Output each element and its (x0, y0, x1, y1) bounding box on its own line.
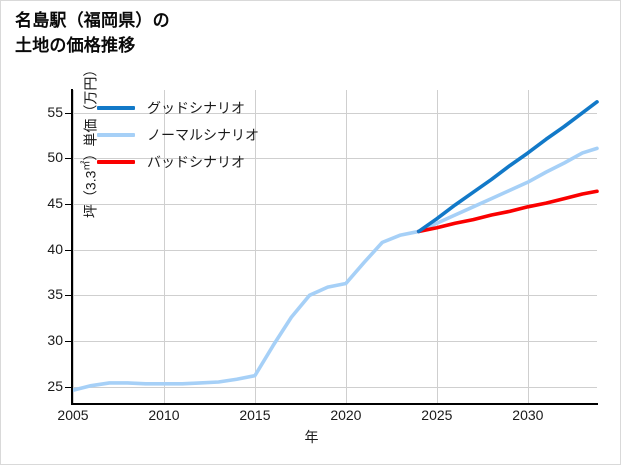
gridline-horizontal (73, 158, 597, 160)
y-tick-mark (65, 386, 71, 388)
legend-label: ノーマルシナリオ (147, 126, 259, 143)
gridline-horizontal (73, 112, 597, 114)
gridline-horizontal (73, 386, 597, 388)
y-tick-label: 25 (47, 377, 63, 394)
series-line (71, 146, 599, 393)
gridline-vertical (73, 90, 74, 403)
y-tick-mark (65, 158, 71, 160)
x-tick-label: 2020 (330, 407, 362, 423)
gridline-vertical (345, 90, 347, 403)
page-title: 名島駅（福岡県）の 土地の価格推移 (15, 11, 170, 55)
y-tick-mark (65, 112, 71, 114)
legend-item: グッドシナリオ (97, 94, 317, 121)
legend-item: ノーマルシナリオ (97, 121, 317, 148)
gridline-horizontal (73, 249, 597, 251)
legend-label: バッドシナリオ (147, 153, 245, 170)
gridline-vertical (527, 90, 529, 403)
x-axis-label: 年 (304, 429, 319, 445)
chart-legend: グッドシナリオ ノーマルシナリオ バッドシナリオ (97, 94, 317, 175)
gridline-horizontal (73, 204, 597, 206)
gridline-vertical (163, 90, 165, 403)
series-line (416, 100, 599, 234)
y-tick-mark (65, 204, 71, 206)
y-tick-label: 45 (47, 195, 63, 212)
y-tick-label: 55 (47, 103, 63, 120)
gridline-horizontal (73, 340, 597, 342)
legend-color-swatch (97, 132, 135, 137)
x-tick-label: 2010 (148, 407, 180, 423)
gridline-vertical (436, 90, 438, 403)
y-tick-label: 40 (47, 240, 63, 257)
legend-label: グッドシナリオ (147, 99, 245, 116)
y-tick-label: 35 (47, 286, 63, 303)
x-axis-spine (71, 403, 598, 405)
series-line (416, 189, 599, 234)
x-tick-label: 2030 (512, 407, 544, 423)
x-tick-label: 2025 (421, 407, 453, 423)
plot-area (71, 90, 599, 403)
y-tick-label: 30 (47, 331, 63, 348)
y-tick-mark (65, 340, 71, 342)
y-tick-mark (65, 295, 71, 297)
series-lines (71, 100, 599, 393)
gridline-horizontal (73, 295, 597, 297)
x-tick-label: 2005 (57, 407, 89, 423)
gridline-vertical (254, 90, 256, 403)
y-axis-spine (71, 89, 73, 405)
y-tick-mark (65, 249, 71, 251)
x-tick-label: 2015 (239, 407, 271, 423)
legend-item: バッドシナリオ (97, 148, 317, 175)
legend-color-swatch (97, 159, 135, 164)
y-tick-label: 50 (47, 149, 63, 166)
legend-color-swatch (97, 105, 135, 110)
